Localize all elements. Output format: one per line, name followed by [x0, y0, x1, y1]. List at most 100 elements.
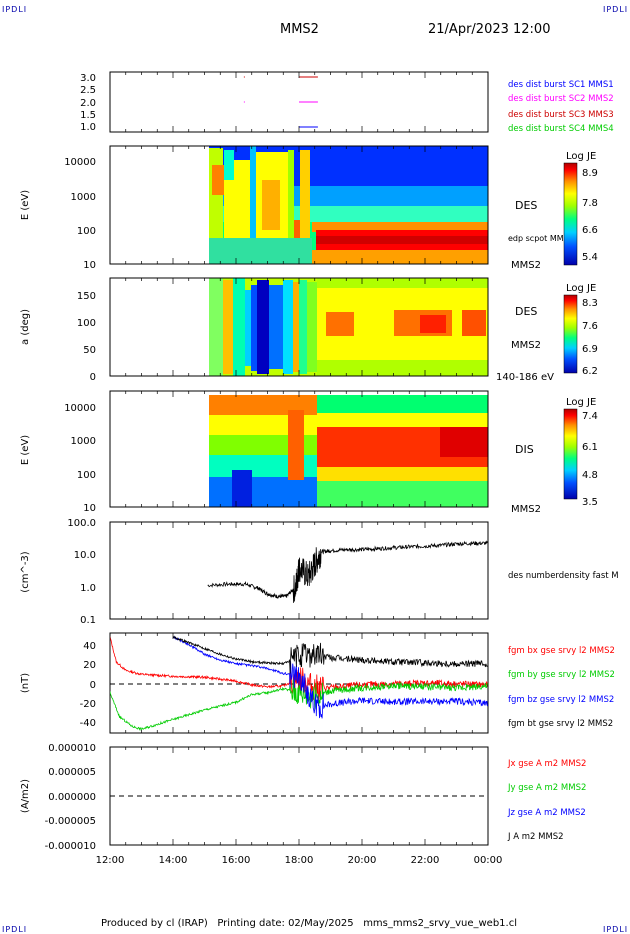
spectrogram-region: [209, 477, 317, 507]
legend-fgm-by: fgm by gse srvy l2 MMS2: [508, 670, 615, 680]
des-pitch-species-label: DES: [515, 305, 537, 318]
colorbar-scale: [563, 162, 578, 266]
spectrogram-region: [300, 150, 310, 250]
density-series-line: [207, 540, 488, 603]
colorbar-tick-label: 8.3: [582, 298, 598, 309]
des-energy-overlay-label: edp scpot MMS2: [508, 234, 574, 243]
des-energy-ytick-label: 100: [77, 226, 96, 237]
density-ytick-label: 0.1: [80, 615, 96, 626]
dis-energy-sc-label: MMS2: [511, 504, 541, 515]
colorbar-title: Log JE: [566, 283, 596, 294]
des-pitch-sc-label: MMS2: [511, 340, 541, 351]
fgm-ytick-label: 0: [90, 680, 96, 691]
burst-ytick-label: 2.5: [80, 85, 96, 96]
fgm-ytick-label: -20: [80, 699, 96, 710]
colorbar-tick-label: 7.6: [582, 321, 598, 332]
spectrogram-region: [312, 222, 488, 232]
spectrogram-region: [283, 280, 293, 374]
des-pitch-colorbar: Log JE 8.3 7.6 6.9 6.2: [563, 283, 598, 377]
current-panel: (A/m2) 0.000010 0.000005 0.000000 -0.000…: [20, 743, 586, 852]
dis-energy-species-label: DIS: [515, 443, 534, 456]
colorbar-tick-label: 7.4: [582, 411, 598, 422]
spectrogram-region: [223, 280, 233, 374]
density-ytick-labels: 100.0 10.0 1.0 0.1: [67, 518, 96, 626]
current-ylabel: (A/m2): [20, 779, 31, 813]
spectrogram-region: [257, 280, 269, 374]
spectrogram-region: [245, 290, 251, 366]
legend-jy: Jy gse A m2 MMS2: [507, 783, 586, 793]
des-pitch-energy-label: 140-186 eV: [496, 372, 554, 383]
colorbar-tick-label: 6.2: [582, 366, 598, 377]
des-energy-ytick-label: 10000: [64, 157, 96, 168]
current-ytick-label: 0.000000: [48, 792, 96, 803]
spectrogram-region: [312, 250, 488, 264]
dis-energy-ytick-label: 100: [77, 470, 96, 481]
legend-fgm-bx: fgm bx gse srvy l2 MMS2: [508, 646, 615, 656]
des-pitch-spectrogram: [209, 278, 488, 376]
density-lines: [207, 540, 488, 603]
dis-energy-ytick-label: 10000: [64, 403, 96, 414]
des-pitch-panel: a (deg) 150 100 50 0 DES MMS2 140-186 eV…: [20, 277, 598, 383]
fgm-series-line: [172, 635, 488, 674]
dis-energy-colorbar: Log JE 7.4 6.1 4.8 3.5: [563, 397, 598, 508]
des-energy-spectrogram: [209, 146, 488, 264]
burst-panel: 3.0 2.5 2.0 1.5 1.0 des dist burst SC1 M…: [80, 71, 614, 134]
colorbar-tick-label: 6.9: [582, 344, 598, 355]
des-pitch-ytick-labels: 150 100 50 0: [77, 291, 96, 383]
spectrogram-region: [233, 278, 245, 376]
des-energy-ylabel: E (eV): [20, 190, 31, 220]
des-energy-ytick-label: 10: [83, 260, 96, 271]
legend-j: J A m2 MMS2: [507, 832, 564, 842]
dis-energy-panel: E (eV) 10000 1000 100 10 DIS MMS2 Log JE…: [20, 390, 598, 515]
spectrogram-region: [262, 180, 280, 230]
current-ytick-labels: 0.000010 0.000005 0.000000 -0.000005 -0.…: [45, 743, 96, 852]
spectrogram-region: [317, 481, 488, 507]
fgm-lines: [110, 635, 488, 731]
colorbar-title: Log JE: [566, 151, 596, 162]
colorbar-tick-label: 8.9: [582, 168, 598, 179]
current-ytick-label: 0.000010: [48, 743, 96, 754]
des-pitch-ytick-label: 100: [77, 318, 96, 329]
header-datetime: 21/Apr/2023 12:00: [428, 22, 551, 37]
spectrogram-region: [326, 312, 354, 336]
des-energy-ytick-labels: 10000 1000 100 10: [64, 157, 96, 271]
corner-label-right: IPDLI: [603, 5, 629, 14]
density-ytick-label: 1.0: [80, 583, 96, 594]
burst-ytick-label: 2.0: [80, 98, 96, 109]
x-tick-label: 22:00: [411, 855, 440, 866]
colorbar-tick-label: 4.8: [582, 470, 598, 481]
burst-ytick-label: 3.0: [80, 73, 96, 84]
colorbar-tick-label: 6.6: [582, 225, 598, 236]
spectrogram-region: [269, 285, 283, 369]
des-energy-species-label: DES: [515, 199, 537, 212]
spectrogram-region: [212, 165, 224, 195]
dis-energy-spectrogram: [209, 395, 488, 507]
footer-credit: Produced by cl (IRAP) Printing date: 02/…: [101, 918, 518, 929]
header-spacecraft: MMS2: [280, 22, 319, 37]
spectrogram-region: [224, 150, 234, 180]
fgm-ytick-labels: 40 20 0 -20 -40: [80, 641, 96, 729]
density-ytick-label: 10.0: [74, 550, 96, 561]
des-pitch-ylabel: a (deg): [20, 309, 31, 345]
spectrogram-region: [317, 395, 488, 413]
spectrogram-region: [251, 285, 257, 371]
fgm-ytick-label: -40: [80, 718, 96, 729]
legend-burst-sc1: des dist burst SC1 MMS1: [508, 80, 614, 90]
des-pitch-ytick-label: 150: [77, 291, 96, 302]
spectrogram-region: [317, 278, 488, 288]
spectrogram-region: [209, 278, 223, 376]
spectrogram-region: [462, 310, 486, 336]
legend-burst-sc4: des dist burst SC4 MMS4: [508, 124, 614, 134]
burst-ytick-label: 1.0: [80, 122, 96, 133]
des-energy-ytick-label: 1000: [71, 192, 96, 203]
density-ylabel: (cm^-3): [20, 551, 31, 592]
dis-energy-ytick-label: 10: [83, 503, 96, 514]
current-ytick-label: -0.000010: [45, 841, 96, 852]
colorbar-scale: [563, 294, 578, 374]
current-ytick-label: -0.000005: [45, 816, 96, 827]
legend-density: des numberdensity fast M: [508, 571, 619, 581]
legend-fgm-bt: fgm bt gse srvy l2 MMS2: [508, 719, 613, 729]
spectrogram-region: [317, 467, 488, 481]
colorbar-scale: [563, 408, 578, 500]
spectrogram-region: [288, 410, 304, 480]
